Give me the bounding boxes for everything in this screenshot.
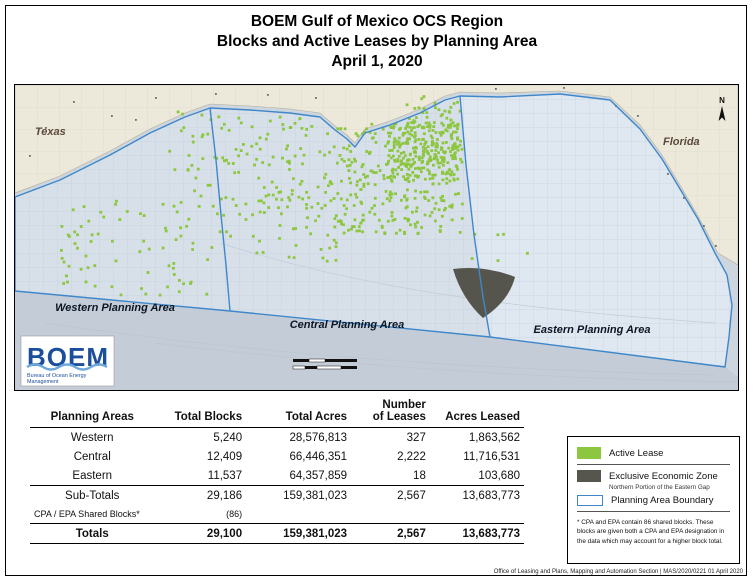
boem-logo-wave bbox=[26, 363, 108, 371]
boem-logo: BOEM Bureau of Ocean Energy Management bbox=[20, 335, 115, 387]
legend-active-lease-label: Active Lease bbox=[609, 447, 664, 459]
table-row-central: Central 12,409 66,446,351 2,222 11,716,5… bbox=[30, 447, 524, 466]
boem-logo-subtext-1: Bureau of Ocean Energy bbox=[27, 373, 87, 379]
cell-leases: 2,222 bbox=[397, 450, 426, 463]
deep-water bbox=[15, 291, 738, 390]
town-markers bbox=[29, 87, 717, 247]
title-line-1: BOEM Gulf of Mexico OCS Region bbox=[250, 13, 504, 30]
legend-item-planning-boundary: Planning Area Boundary bbox=[577, 494, 730, 506]
scale-bar bbox=[292, 358, 357, 370]
active-lease-layer bbox=[60, 95, 529, 297]
bathymetry-contours bbox=[44, 242, 738, 383]
legend-eez-label: Exclusive Economic Zone bbox=[609, 470, 718, 482]
north-label: N bbox=[719, 96, 725, 105]
cell-acres: 66,446,351 bbox=[289, 450, 348, 463]
gulf-map: Texas Florida Western Planning Area Cent… bbox=[14, 84, 739, 391]
cell-acres: 159,381,023 bbox=[246, 485, 352, 505]
label-florida: Florida bbox=[663, 136, 700, 148]
header-total-blocks: Total Blocks bbox=[154, 398, 247, 428]
lease-table: Planning Areas Total Blocks Total Acres … bbox=[30, 398, 524, 544]
cell-area: Totals bbox=[30, 523, 155, 544]
cell-area: Sub-Totals bbox=[30, 485, 155, 505]
label-western-planning-area: Western Planning Area bbox=[55, 302, 175, 314]
cell-blocks: 29,186 bbox=[154, 485, 247, 505]
cell-acres: 159,381,023 bbox=[246, 523, 352, 544]
gulf-map-svg: Texas Florida Western Planning Area Cent… bbox=[15, 85, 738, 390]
table-row-subtotals: Sub-Totals 29,186 159,381,023 2,567 13,6… bbox=[30, 485, 524, 505]
legend-item-eez: Exclusive Economic Zone bbox=[577, 470, 730, 482]
planning-area-boundaries bbox=[15, 93, 733, 368]
cell-leases: 327 bbox=[406, 431, 426, 444]
north-arrow: N bbox=[718, 96, 726, 121]
cell-blocks: (86) bbox=[226, 509, 243, 519]
cell-blocks: 29,100 bbox=[154, 523, 247, 544]
header-leases-line2: of Leases bbox=[372, 411, 426, 423]
cell-leases: 18 bbox=[413, 469, 426, 482]
legend-item-active-lease: Active Lease bbox=[577, 447, 730, 459]
header-number-of-leases: Number of Leases bbox=[351, 398, 430, 428]
cell-blocks: 5,240 bbox=[213, 431, 243, 444]
cell-acres: 28,576,813 bbox=[289, 431, 348, 444]
cell-leases: 2,567 bbox=[351, 523, 430, 544]
eez-polygon bbox=[453, 268, 515, 318]
table-row-shared-blocks: CPA / EPA Shared Blocks* (86) bbox=[30, 505, 524, 524]
cell-leased: 1,863,562 bbox=[468, 431, 520, 444]
lease-table-container: Planning Areas Total Blocks Total Acres … bbox=[30, 398, 524, 544]
legend: Active Lease Exclusive Economic Zone Nor… bbox=[567, 436, 740, 564]
map-title: BOEM Gulf of Mexico OCS Region Blocks an… bbox=[0, 12, 754, 72]
cell-leased: 11,716,531 bbox=[463, 450, 520, 463]
header-leases-line1: Number bbox=[382, 399, 426, 411]
cell-area: Western bbox=[70, 431, 114, 444]
table-row-western: Western 5,240 28,576,813 327 1,863,562 bbox=[30, 428, 524, 448]
legend-boundary-label: Planning Area Boundary bbox=[611, 494, 714, 506]
legend-divider bbox=[577, 464, 730, 465]
table-row-totals: Totals 29,100 159,381,023 2,567 13,683,7… bbox=[30, 523, 524, 544]
cell-leased: 103,680 bbox=[478, 469, 520, 482]
credit-line: Office of Leasing and Plans, Mapping and… bbox=[493, 569, 743, 575]
header-acres-leased: Acres Leased bbox=[429, 398, 524, 428]
legend-divider bbox=[577, 510, 730, 512]
eez-swatch bbox=[577, 470, 601, 482]
planning-boundary-swatch bbox=[577, 494, 603, 506]
title-line-2: Blocks and Active Leases by Planning Are… bbox=[216, 33, 538, 50]
label-eastern-planning-area: Eastern Planning Area bbox=[534, 324, 651, 336]
label-texas: Texas bbox=[35, 126, 66, 138]
legend-eez-sublabel: Northern Portion of the Eastern Gap bbox=[609, 484, 710, 491]
table-header-row: Planning Areas Total Blocks Total Acres … bbox=[30, 398, 524, 428]
western-central-divider bbox=[209, 107, 231, 312]
cell-acres: 64,357,859 bbox=[289, 469, 348, 482]
block-grid bbox=[15, 94, 732, 367]
boem-logo-subtext-2: Management bbox=[27, 379, 59, 385]
header-total-acres: Total Acres bbox=[246, 398, 352, 428]
cell-area: CPA / EPA Shared Blocks* bbox=[34, 509, 140, 519]
cell-leased: 13,683,773 bbox=[429, 523, 524, 544]
title-line-3: April 1, 2020 bbox=[331, 53, 423, 70]
cell-area: Eastern bbox=[72, 469, 113, 482]
central-eastern-divider bbox=[459, 95, 491, 338]
boem-logo-text: BOEM bbox=[27, 342, 109, 372]
county-grid bbox=[15, 85, 738, 265]
cell-blocks: 11,537 bbox=[207, 469, 243, 482]
label-central-planning-area: Central Planning Area bbox=[290, 319, 405, 331]
cell-area: Central bbox=[73, 450, 111, 463]
cell-leases: 2,567 bbox=[351, 485, 430, 505]
active-lease-swatch bbox=[577, 447, 601, 459]
legend-note: * CPA and EPA contain 86 shared blocks. … bbox=[577, 518, 725, 545]
table-row-eastern: Eastern 11,537 64,357,859 18 103,680 bbox=[30, 466, 524, 486]
header-planning-areas: Planning Areas bbox=[30, 398, 155, 428]
cell-leased: 13,683,773 bbox=[429, 485, 524, 505]
cell-blocks: 12,409 bbox=[206, 450, 243, 463]
